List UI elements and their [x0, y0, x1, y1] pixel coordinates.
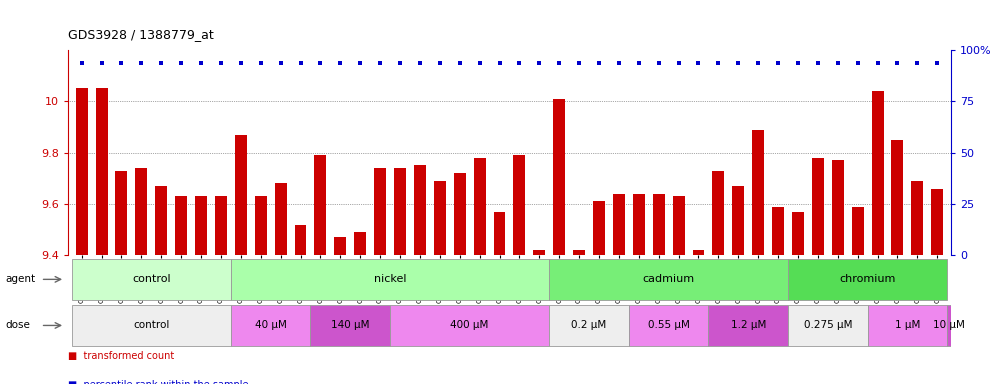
Bar — [135, 168, 147, 255]
Bar — [652, 194, 664, 255]
Text: nickel: nickel — [374, 274, 406, 285]
Bar — [573, 250, 585, 255]
Bar — [891, 140, 903, 255]
Bar — [116, 170, 127, 255]
Bar — [72, 259, 231, 300]
Text: 0.2 μM: 0.2 μM — [572, 320, 607, 331]
Bar — [708, 305, 788, 346]
Bar — [812, 158, 824, 255]
Bar — [868, 305, 947, 346]
Text: dose: dose — [5, 320, 30, 331]
Bar — [231, 259, 549, 300]
Bar — [947, 305, 951, 346]
Bar — [772, 207, 784, 255]
Bar — [255, 196, 267, 255]
Text: 40 μM: 40 μM — [255, 320, 287, 331]
Text: chromium: chromium — [840, 274, 895, 285]
Bar — [311, 305, 390, 346]
Text: ■  transformed count: ■ transformed count — [68, 351, 174, 361]
Text: 0.275 μM: 0.275 μM — [804, 320, 852, 331]
Text: 1 μM: 1 μM — [894, 320, 920, 331]
Bar — [235, 135, 247, 255]
Bar — [632, 194, 644, 255]
Bar — [474, 158, 486, 255]
Text: control: control — [132, 274, 170, 285]
Bar — [434, 181, 446, 255]
Bar — [872, 91, 883, 255]
Text: ■  percentile rank within the sample: ■ percentile rank within the sample — [68, 380, 248, 384]
Bar — [732, 186, 744, 255]
Bar — [231, 305, 311, 346]
Bar — [414, 166, 426, 255]
Text: GDS3928 / 1388779_at: GDS3928 / 1388779_at — [68, 28, 213, 41]
Bar — [454, 173, 466, 255]
Bar — [931, 189, 943, 255]
Bar — [494, 212, 506, 255]
Text: 0.55 μM: 0.55 μM — [647, 320, 689, 331]
Bar — [390, 305, 549, 346]
Bar — [533, 250, 545, 255]
Text: control: control — [133, 320, 169, 331]
Bar — [195, 196, 207, 255]
Bar — [394, 168, 406, 255]
Bar — [72, 305, 231, 346]
Bar — [692, 250, 704, 255]
Bar — [712, 170, 724, 255]
Bar — [96, 88, 108, 255]
Bar — [295, 225, 307, 255]
Bar — [752, 129, 764, 255]
Bar — [788, 305, 868, 346]
Text: 1.2 μM: 1.2 μM — [730, 320, 766, 331]
Text: cadmium: cadmium — [642, 274, 694, 285]
Bar — [593, 202, 605, 255]
Text: agent: agent — [5, 274, 35, 285]
Bar — [76, 88, 88, 255]
Bar — [553, 99, 565, 255]
Bar — [911, 181, 923, 255]
Text: 140 μM: 140 μM — [331, 320, 370, 331]
Text: 400 μM: 400 μM — [450, 320, 489, 331]
Text: 10 μM: 10 μM — [933, 320, 965, 331]
Bar — [672, 196, 684, 255]
Bar — [832, 161, 844, 255]
Bar — [513, 155, 525, 255]
Bar — [852, 207, 864, 255]
Bar — [355, 232, 367, 255]
Bar — [335, 237, 347, 255]
Bar — [613, 194, 624, 255]
Bar — [792, 212, 804, 255]
Bar — [549, 259, 788, 300]
Bar — [549, 305, 628, 346]
Bar — [315, 155, 327, 255]
Bar — [155, 186, 167, 255]
Bar — [374, 168, 386, 255]
Bar — [788, 259, 947, 300]
Bar — [175, 196, 187, 255]
Bar — [628, 305, 708, 346]
Bar — [215, 196, 227, 255]
Bar — [275, 184, 287, 255]
